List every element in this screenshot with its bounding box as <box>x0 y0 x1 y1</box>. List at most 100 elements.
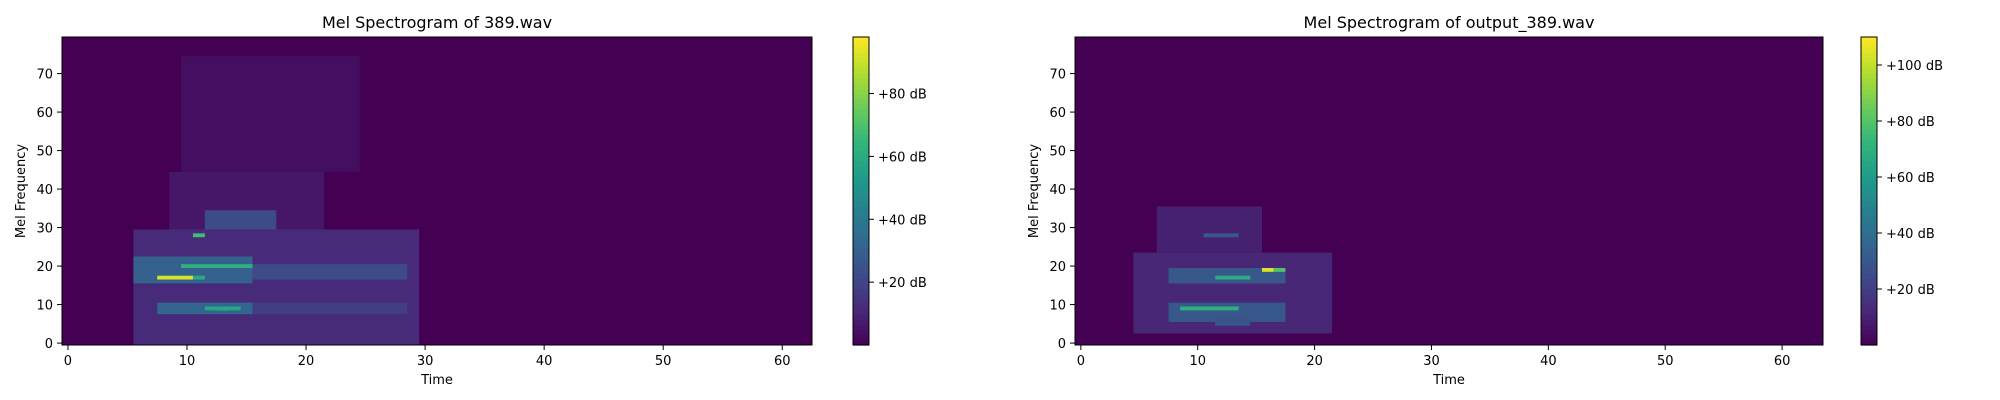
colorbar-segment <box>853 119 869 125</box>
colorbar-segment <box>853 42 869 48</box>
colorbar-segment <box>853 226 869 233</box>
colorbar-segment <box>853 144 869 151</box>
colorbar-segment <box>1861 165 1877 172</box>
colorbar-segment <box>1861 216 1877 223</box>
colorbar-segment <box>1861 283 1877 290</box>
colorbar-tick-label: +80 dB <box>1886 115 1935 130</box>
colorbar-segment <box>853 37 869 43</box>
y-tick-label: 10 <box>1049 299 1066 314</box>
colorbar-segment <box>1861 319 1877 326</box>
colorbar-segment <box>1861 160 1877 166</box>
chart-2-y-axis: 0 10 20 30 40 50 60 70 <box>1049 68 1075 352</box>
colorbar-segment <box>1861 67 1877 74</box>
colorbar-segment <box>1861 314 1877 320</box>
colorbar-segment <box>853 242 869 249</box>
colorbar-segment <box>853 83 869 89</box>
heatmap-cell <box>252 302 408 315</box>
colorbar-segment <box>853 129 869 136</box>
colorbar-segment <box>853 319 869 326</box>
colorbar-segment <box>853 160 869 166</box>
colorbar-segment <box>853 324 869 331</box>
colorbar-segment <box>1861 37 1877 43</box>
colorbar-tick-label: +80 dB <box>878 88 927 103</box>
chart-1-y-label: Mel Frequency <box>14 144 29 238</box>
heatmap-cell <box>1215 318 1251 326</box>
y-tick-label: 70 <box>36 68 53 83</box>
chart-1-colorbar: +20 dB +40 dB +60 dB +80 dB <box>852 36 927 346</box>
colorbar-segment <box>853 206 869 213</box>
y-tick-label: 30 <box>36 222 53 237</box>
x-tick-label: 40 <box>536 354 553 369</box>
colorbar-segment <box>853 232 869 238</box>
chart-2-y-label: Mel Frequency <box>1027 144 1042 238</box>
colorbar-segment <box>853 175 869 182</box>
colorbar-segment <box>1861 72 1877 79</box>
colorbar-segment <box>1861 288 1877 295</box>
chart-1-x-label: Time <box>420 373 453 388</box>
colorbar-segment <box>853 293 869 300</box>
y-tick-label: 10 <box>36 299 53 314</box>
colorbar-segment <box>853 52 869 59</box>
colorbar-segment <box>1861 339 1877 346</box>
x-tick-label: 10 <box>1189 354 1206 369</box>
colorbar-segment <box>1861 52 1877 59</box>
colorbar-segment <box>1861 252 1877 259</box>
y-tick-label: 20 <box>36 260 53 275</box>
colorbar-segment <box>853 78 869 84</box>
x-tick-label: 50 <box>1657 354 1674 369</box>
colorbar-segment <box>853 62 869 69</box>
colorbar-segment <box>1861 298 1877 305</box>
y-tick-label: 0 <box>1058 337 1066 352</box>
colorbar-segment <box>1861 114 1877 120</box>
chart-1-title: Mel Spectrogram of 389.wav <box>322 13 552 32</box>
colorbar-segment <box>1861 42 1877 48</box>
colorbar-segment <box>853 314 869 320</box>
colorbar-segment <box>853 149 869 156</box>
heatmap-cell <box>1203 233 1239 238</box>
colorbar-tick-label: +20 dB <box>878 276 927 291</box>
colorbar-segment <box>853 180 869 187</box>
colorbar-segment <box>853 155 869 161</box>
x-tick-label: 60 <box>774 354 791 369</box>
x-tick-label: 0 <box>1077 354 1085 369</box>
colorbar-tick-label: +40 dB <box>1886 227 1935 242</box>
heatmap-cell <box>1273 268 1286 272</box>
colorbar-segment <box>1861 93 1877 100</box>
colorbar-segment <box>853 170 869 177</box>
chart-2-colorbar: +20 dB +40 dB +60 dB +80 dB +100 dB <box>1860 36 1943 346</box>
colorbar-segment <box>1861 206 1877 213</box>
chart-2-x-axis: 0 10 20 30 40 50 60 <box>1077 345 1790 369</box>
colorbar-segment <box>853 67 869 74</box>
colorbar-segment <box>853 247 869 254</box>
heatmap-cell <box>1156 206 1262 253</box>
colorbar-segment <box>1861 185 1877 192</box>
x-tick-label: 30 <box>1423 354 1440 369</box>
colorbar-segment <box>1861 278 1877 284</box>
colorbar-segment <box>853 298 869 305</box>
colorbar-segment <box>1861 242 1877 249</box>
colorbar-segment <box>1861 103 1877 110</box>
colorbar-segment <box>1861 232 1877 238</box>
colorbar-frame <box>852 36 870 346</box>
y-tick-label: 60 <box>36 106 53 121</box>
colorbar-segment <box>1861 221 1877 228</box>
y-tick-label: 40 <box>36 183 53 198</box>
colorbar-segment <box>853 114 869 120</box>
heatmap-cell <box>204 210 277 230</box>
y-tick-label: 0 <box>45 337 53 352</box>
colorbar-segment <box>1861 139 1877 146</box>
colorbar-segment <box>853 72 869 79</box>
heatmap-cell <box>1180 306 1239 311</box>
colorbar-segment <box>1861 57 1877 64</box>
y-tick-label: 50 <box>1049 145 1066 160</box>
colorbar-segment <box>853 252 869 259</box>
colorbar-segment <box>1861 226 1877 233</box>
colorbar-segment <box>1861 180 1877 187</box>
colorbar-segment <box>1861 108 1877 115</box>
colorbar-segment <box>853 134 869 141</box>
colorbar-segment <box>1861 175 1877 182</box>
heatmap-cell <box>204 306 241 311</box>
colorbar-segment <box>853 309 869 315</box>
y-tick-label: 50 <box>36 145 53 160</box>
